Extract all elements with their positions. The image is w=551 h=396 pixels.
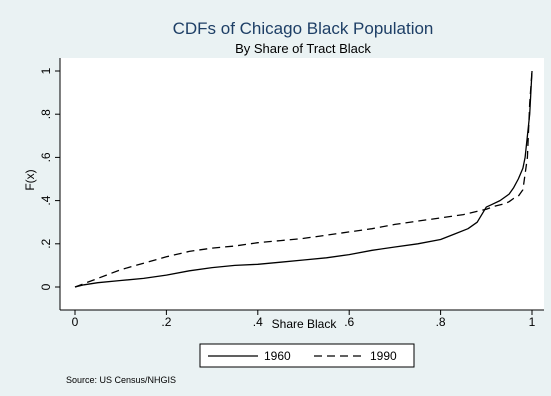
x-tick-label: .6	[344, 315, 354, 329]
legend: 1960 1990	[199, 343, 415, 368]
x-axis-label: Share Black	[272, 317, 338, 331]
x-tick-label: 0	[72, 315, 79, 329]
chart-subtitle: By Share of Tract Black	[235, 41, 371, 56]
series-layer	[74, 70, 533, 288]
x-tick-label: 1	[529, 315, 536, 329]
y-tick-label: 0	[39, 283, 53, 290]
y-tick-label: .6	[39, 152, 53, 162]
legend-box	[199, 343, 415, 368]
x-tick-label: .4	[253, 315, 263, 329]
chart-title: CDFs of Chicago Black Population	[173, 19, 434, 38]
y-axis-label: F(x)	[23, 169, 37, 190]
y-tick-label: .8	[39, 109, 53, 119]
legend-label-1960: 1960	[264, 349, 291, 363]
source-note: Source: US Census/NHGIS	[66, 375, 176, 385]
y-tick-label: 1	[39, 67, 53, 74]
x-tick-label: .8	[436, 315, 446, 329]
legend-label-1990: 1990	[370, 349, 397, 363]
y-tick-label: .4	[39, 195, 53, 205]
x-tick-label: .2	[161, 315, 171, 329]
axes: 0 .2 .4 .6 .8 1 0 .2 .4 .6 .8 1	[39, 58, 544, 329]
series-line-1990	[74, 70, 533, 288]
y-tick-label: .2	[39, 238, 53, 248]
plot-area	[60, 58, 544, 310]
series-line-1960	[74, 70, 533, 288]
